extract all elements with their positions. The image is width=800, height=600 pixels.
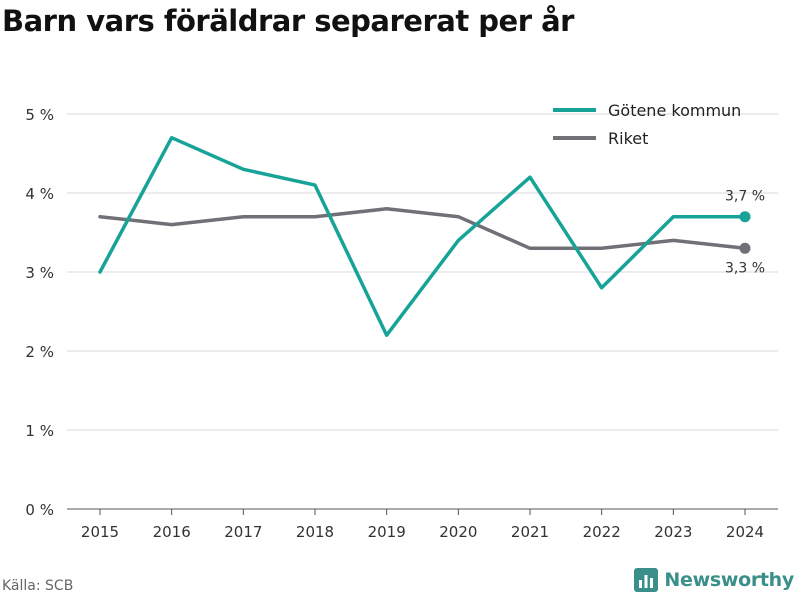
x-tick-label: 2023 bbox=[654, 523, 692, 541]
x-tick-label: 2018 bbox=[296, 523, 334, 541]
y-axis-ticks: 0 % 1 % 2 % 3 % 4 % 5 % bbox=[25, 106, 54, 519]
x-tick-label: 2021 bbox=[511, 523, 549, 541]
legend: Götene kommun Riket bbox=[553, 101, 741, 148]
brand-logo: Newsworthy bbox=[634, 568, 794, 592]
series-end-label-0: 3,7 % bbox=[725, 189, 765, 205]
y-tick-label: 1 % bbox=[25, 422, 54, 440]
series-lines: 3,3 % 3,7 % bbox=[98, 135, 765, 337]
legend-label-1: Riket bbox=[608, 129, 648, 148]
chart-title: Barn vars föräldrar separerat per år bbox=[2, 4, 574, 38]
y-tick-label: 4 % bbox=[25, 185, 54, 203]
source-label: Källa: SCB bbox=[2, 578, 74, 594]
x-tick-label: 2020 bbox=[439, 523, 477, 541]
x-tick-label: 2016 bbox=[153, 523, 191, 541]
x-tick-label: 2022 bbox=[583, 523, 621, 541]
x-axis-ticks: 2015 2016 2017 2018 2019 2020 2021 2022 2023 2024 bbox=[81, 509, 764, 541]
x-tick-label: 2017 bbox=[224, 523, 262, 541]
x-tick-label: 2015 bbox=[81, 523, 119, 541]
y-tick-label: 3 % bbox=[25, 264, 54, 282]
series-end-point-0 bbox=[739, 211, 751, 223]
y-tick-label: 5 % bbox=[25, 106, 54, 124]
grid-lines bbox=[67, 113, 778, 510]
series-end-point-1 bbox=[739, 242, 751, 254]
x-tick-label: 2024 bbox=[726, 523, 764, 541]
legend-label-0: Götene kommun bbox=[608, 101, 741, 120]
x-tick-label: 2019 bbox=[368, 523, 406, 541]
series-line-0 bbox=[98, 135, 747, 337]
series-end-label-1: 3,3 % bbox=[725, 260, 765, 276]
series-line-1 bbox=[98, 207, 747, 251]
y-tick-label: 2 % bbox=[25, 343, 54, 361]
newsworthy-logo-icon bbox=[634, 568, 659, 592]
y-tick-label: 0 % bbox=[25, 501, 54, 519]
brand-name: Newsworthy bbox=[664, 569, 794, 591]
